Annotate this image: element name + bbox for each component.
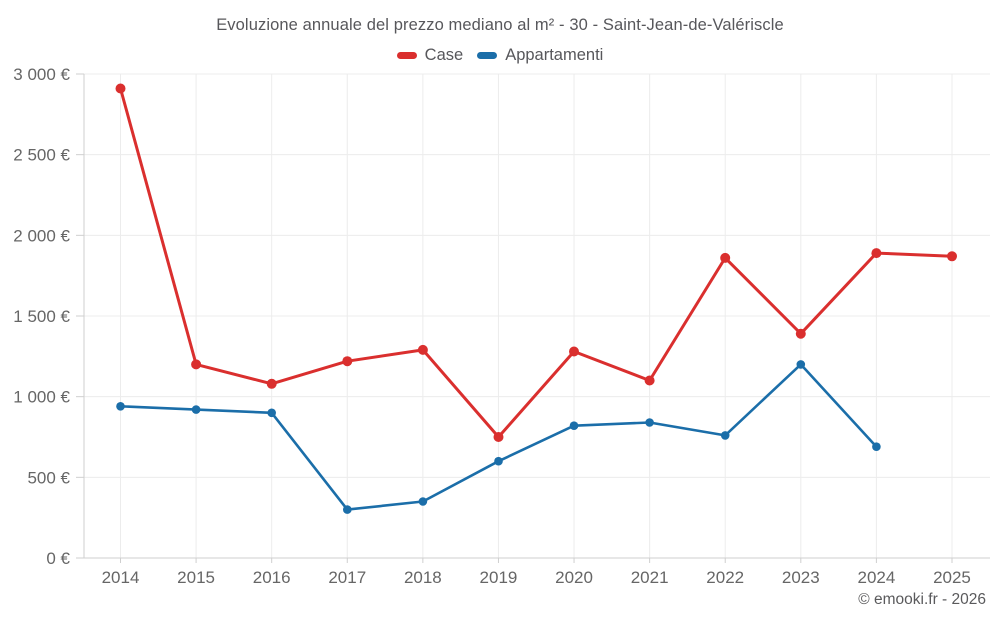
case-series-swatch-icon <box>396 52 417 59</box>
footer-credit: © emooki.fr - 2026 <box>858 591 986 608</box>
svg-text:3 000 €: 3 000 € <box>13 65 70 84</box>
svg-text:2014: 2014 <box>102 568 140 587</box>
svg-text:2024: 2024 <box>857 568 895 587</box>
legend-item-appartamenti[interactable]: Appartamenti <box>477 46 603 65</box>
svg-text:2 000 €: 2 000 € <box>13 226 70 245</box>
svg-text:2015: 2015 <box>177 568 215 587</box>
svg-text:2016: 2016 <box>253 568 291 587</box>
legend-item-case[interactable]: Case <box>396 46 464 65</box>
legend: Case Appartamenti <box>0 46 1000 65</box>
legend-label-case: Case <box>424 46 464 64</box>
svg-text:1 500 €: 1 500 € <box>13 307 70 326</box>
svg-text:2020: 2020 <box>555 568 593 587</box>
svg-text:2022: 2022 <box>706 568 744 587</box>
legend-label-appartamenti: Appartamenti <box>505 46 604 64</box>
svg-text:2018: 2018 <box>404 568 442 587</box>
svg-text:1 000 €: 1 000 € <box>13 388 70 407</box>
svg-text:2 500 €: 2 500 € <box>13 146 70 165</box>
svg-text:2017: 2017 <box>328 568 366 587</box>
chart-title: Evoluzione annuale del prezzo mediano al… <box>216 16 784 34</box>
svg-text:2019: 2019 <box>480 568 518 587</box>
svg-text:0 €: 0 € <box>46 549 70 568</box>
svg-text:500 €: 500 € <box>27 468 70 487</box>
svg-text:2023: 2023 <box>782 568 820 587</box>
svg-text:2025: 2025 <box>933 568 971 587</box>
svg-text:2021: 2021 <box>631 568 669 587</box>
appartamenti-series-swatch-icon <box>477 52 498 59</box>
